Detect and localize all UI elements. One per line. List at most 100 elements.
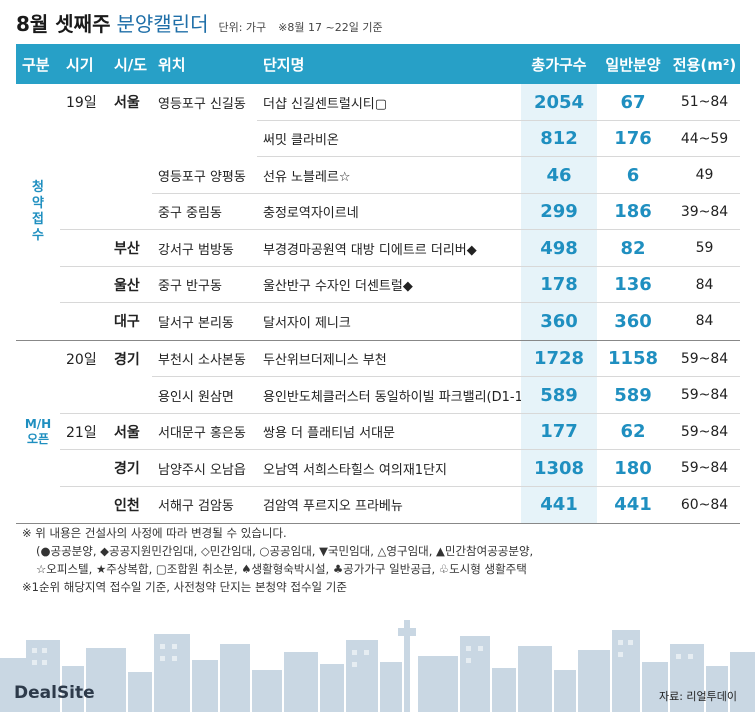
cell-total-units: 46 bbox=[521, 157, 597, 194]
cell-complex-name: 부경경마공원역 대방 디에트르 더리버◆ bbox=[263, 242, 477, 258]
row-divider bbox=[60, 485, 740, 487]
row-divider bbox=[60, 302, 740, 303]
source-credit: 자료: 리얼투데이 bbox=[658, 690, 737, 703]
cell-location: 남양주시 오남읍 bbox=[158, 462, 246, 478]
cell-complex-name: 오남역 서희스타힐스 여의재1단지 bbox=[263, 462, 447, 478]
section-label: 청약접수 bbox=[16, 84, 60, 340]
cell-location: 서해구 검암동 bbox=[158, 499, 234, 515]
cell-city: 대구 bbox=[114, 314, 140, 331]
table-row: 경기 남양주시 오남읍 오남역 서희스타힐스 여의재1단지 1308 180 59~84 bbox=[16, 450, 740, 487]
cell-time: 19일 bbox=[66, 95, 97, 112]
cell-location: 영등포구 양평동 bbox=[158, 169, 246, 185]
row-divider bbox=[60, 265, 740, 267]
table-row: 대구 달서구 본리동 달서자이 제니크 360 360 84 bbox=[16, 303, 740, 340]
col-header-name: 단지명 bbox=[263, 55, 305, 74]
brand-logo: DealSite bbox=[14, 683, 95, 703]
col-header-city: 시/도 bbox=[114, 55, 148, 74]
cell-general-units: 82 bbox=[620, 237, 646, 259]
row-divider bbox=[257, 156, 740, 157]
cell-general-units: 1158 bbox=[607, 348, 659, 370]
cell-total-units: 178 bbox=[521, 266, 597, 303]
cell-area: 60~84 bbox=[680, 496, 729, 513]
cell-city: 서울 bbox=[114, 424, 140, 441]
cell-general-units: 360 bbox=[614, 310, 652, 332]
calendar-table: 구분 시기 시/도 위치 단지명 총가구수 일반분양 전용(m²) 청약접수 1… bbox=[16, 44, 740, 524]
cell-location: 중구 반구동 bbox=[158, 279, 222, 295]
cell-complex-name: 달서자이 제니크 bbox=[263, 315, 351, 331]
cell-general-units: 62 bbox=[620, 421, 646, 443]
cell-location: 영등포구 신길동 bbox=[158, 96, 246, 112]
cell-location: 중구 중림동 bbox=[158, 206, 222, 222]
note-legend-line2: ☆오피스텔, ★주상복합, ▢조합원 취소분, ♠생활형숙박시설, ♣공가가구 … bbox=[36, 562, 527, 576]
row-divider bbox=[60, 412, 740, 414]
cell-city: 경기 bbox=[114, 351, 140, 368]
cell-area: 84 bbox=[695, 313, 714, 330]
table-row: 부산 강서구 범방동 부경경마공원역 대방 디에트르 더리버◆ 498 82 59 bbox=[16, 230, 740, 267]
cell-city: 경기 bbox=[114, 461, 140, 478]
row-divider bbox=[60, 449, 740, 450]
cell-complex-name: 더샵 신길센트럴시티▢ bbox=[263, 96, 388, 112]
cell-city: 인천 bbox=[114, 497, 140, 514]
section-model-house: M/H 오픈 20일 경기 부천시 소사본동 두산위브더제니스 부천 1728 1158 5… bbox=[16, 340, 740, 524]
cell-complex-name: 선유 노블레르☆ bbox=[263, 169, 351, 185]
table-row: 인천 서해구 검암동 검암역 푸르지오 프라베뉴 441 441 60~84 bbox=[16, 486, 740, 523]
category-label: 청약접수 bbox=[32, 179, 44, 243]
cell-city: 서울 bbox=[114, 95, 140, 112]
cell-location: 부천시 소사본동 bbox=[158, 353, 246, 369]
cell-complex-name: 울산반구 수자인 더센트럴◆ bbox=[263, 279, 413, 295]
cell-complex-name: 두산위브더제니스 부천 bbox=[263, 353, 387, 369]
table-row: 영등포구 양평동 선유 노블레르☆ 46 6 49 bbox=[16, 157, 740, 194]
cell-area: 84 bbox=[695, 276, 714, 293]
unit-label: 단위: 가구 bbox=[218, 21, 267, 34]
cell-general-units: 441 bbox=[614, 494, 652, 516]
cell-general-units: 589 bbox=[614, 384, 652, 406]
table-row: 중구 중림동 충정로역자이르네 299 186 39~84 bbox=[16, 193, 740, 230]
cell-area: 39~84 bbox=[680, 203, 729, 220]
cell-total-units: 498 bbox=[521, 230, 597, 267]
cell-general-units: 186 bbox=[614, 201, 652, 223]
title-subtitle: 분양캘린더 bbox=[116, 12, 209, 36]
cell-location: 강서구 범방동 bbox=[158, 242, 234, 258]
cell-general-units: 176 bbox=[614, 128, 652, 150]
cell-general-units: 180 bbox=[614, 457, 652, 479]
cell-area: 59~84 bbox=[680, 387, 729, 404]
table-row: 21일 서울 서대문구 홍은동 쌍용 더 플래티넘 서대문 177 62 59~84 bbox=[16, 413, 740, 450]
note-line1: ※ 위 내용은 건설사의 사정에 따라 변경될 수 있습니다. bbox=[22, 526, 287, 540]
skyline-illustration bbox=[0, 620, 755, 712]
section-label: M/H 오픈 bbox=[16, 341, 60, 524]
col-header-category: 구분 bbox=[22, 55, 50, 74]
cell-total-units: 360 bbox=[521, 303, 597, 340]
cell-city: 울산 bbox=[114, 277, 140, 294]
cell-total-units: 812 bbox=[521, 120, 597, 157]
cell-complex-name: 써밋 클라비온 bbox=[263, 133, 339, 149]
cell-total-units: 441 bbox=[521, 486, 597, 523]
cell-area: 51~84 bbox=[680, 94, 729, 111]
cell-general-units: 136 bbox=[614, 274, 652, 296]
row-divider bbox=[60, 229, 740, 230]
cell-location: 서대문구 홍은동 bbox=[158, 426, 246, 442]
title-main: 8월 셋째주 bbox=[16, 12, 111, 36]
note-legend-line1: (●공공분양, ◆공공지원민간임대, ◇민간임대, ○공공임대, ▼국민임대, … bbox=[36, 544, 534, 558]
col-header-location: 위치 bbox=[158, 55, 186, 74]
category-label: M/H 오픈 bbox=[25, 417, 51, 447]
row-divider bbox=[257, 119, 740, 121]
cell-area: 59 bbox=[695, 240, 714, 257]
col-header-area: 전용(m²) bbox=[672, 55, 737, 74]
cell-total-units: 299 bbox=[521, 193, 597, 230]
cell-area: 59~84 bbox=[680, 350, 729, 367]
cell-total-units: 589 bbox=[521, 377, 597, 414]
section-subscription: 청약접수 19일 서울 영등포구 신길동 더샵 신길센트럴시티▢ 2054 67 51~84… bbox=[16, 84, 740, 341]
col-header-total: 총가구수 bbox=[531, 55, 587, 74]
cell-location: 달서구 본리동 bbox=[158, 315, 234, 331]
table-row: 19일 서울 영등포구 신길동 더샵 신길센트럴시티▢ 2054 67 51~84 bbox=[16, 84, 740, 121]
cell-city: 부산 bbox=[114, 241, 140, 258]
cell-total-units: 177 bbox=[521, 413, 597, 450]
cell-area: 49 bbox=[695, 167, 714, 184]
note-line4: ※1순위 해당지역 접수일 기준, 사전청약 단지는 본청약 접수일 기준 bbox=[22, 580, 347, 594]
cell-total-units: 2054 bbox=[521, 84, 597, 121]
notes: ※ 위 내용은 건설사의 사정에 따라 변경될 수 있습니다. (●공공분양, … bbox=[22, 524, 737, 596]
cell-location: 용인시 원삼면 bbox=[158, 389, 234, 405]
row-divider bbox=[152, 192, 740, 194]
cell-time: 20일 bbox=[66, 351, 97, 368]
